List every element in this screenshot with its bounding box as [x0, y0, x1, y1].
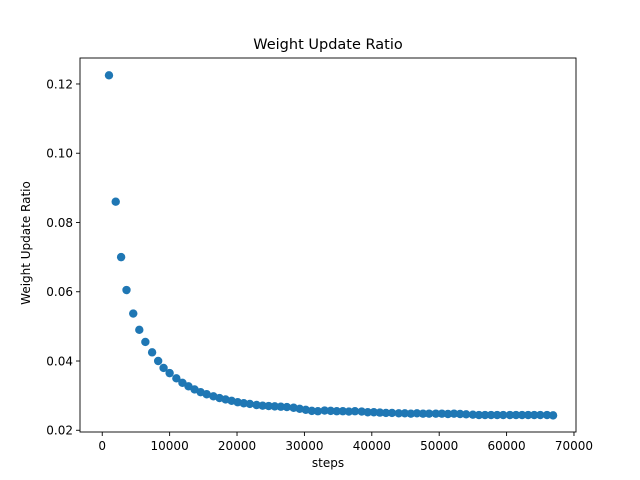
data-point: [424, 409, 434, 418]
plot-area: 0 10000 20000 30000 40000 50000 60000 70000 0.02…: [46, 57, 593, 453]
data-point: [252, 400, 261, 410]
data-point: [111, 197, 120, 206]
y-tick-label: 0.08: [46, 216, 73, 230]
data-point: [313, 407, 323, 416]
data-point: [129, 309, 138, 318]
data-point: [332, 407, 341, 416]
data-point: [172, 374, 181, 383]
data-point: [270, 402, 279, 411]
x-tick-label: 60000: [487, 439, 525, 453]
axes-frame: [79, 57, 577, 433]
data-point: [338, 407, 348, 416]
data-point: [363, 408, 372, 417]
chart-title: Weight Update Ratio: [253, 37, 403, 53]
data-point: [455, 409, 465, 419]
data-point: [326, 406, 335, 416]
data-point: [258, 401, 267, 410]
data-point: [147, 348, 157, 357]
data-point: [548, 411, 558, 420]
data-point: [499, 410, 508, 420]
y-tick-label: 0.10: [46, 147, 73, 161]
y-axis-label: Weight Update Ratio: [19, 181, 33, 305]
data-point: [307, 406, 317, 416]
data-point: [461, 410, 471, 419]
data-point: [418, 409, 428, 418]
data-point: [344, 407, 354, 416]
data-point: [412, 409, 422, 418]
x-tick-label: 30000: [285, 439, 323, 453]
x-tick-label: 50000: [420, 439, 458, 453]
data-point: [468, 410, 478, 419]
data-point: [375, 408, 385, 417]
data-point: [492, 410, 502, 420]
y-tick-label: 0.06: [46, 285, 73, 299]
data-point: [474, 410, 484, 420]
data-point: [202, 390, 211, 399]
data-point: [387, 408, 397, 418]
x-tick-label: 40000: [353, 439, 391, 453]
data-point: [480, 410, 490, 420]
data-point: [536, 410, 545, 420]
data-point: [165, 368, 174, 378]
data-point: [381, 408, 391, 418]
data-point: [357, 407, 366, 416]
data-point: [245, 399, 255, 409]
data-point: [369, 408, 379, 417]
data-point: [505, 410, 515, 420]
data-point: [104, 71, 114, 80]
x-tick-label: 70000: [555, 439, 593, 453]
y-tick-label: 0.04: [46, 354, 73, 368]
data-point: [350, 407, 360, 416]
data-point: [523, 410, 533, 420]
y-tick-label: 0.02: [46, 424, 73, 438]
data-point: [159, 363, 168, 373]
data-point: [400, 409, 410, 418]
data-point: [141, 337, 150, 347]
x-axis-label: steps: [312, 456, 344, 470]
data-point: [153, 356, 163, 366]
data-point: [264, 401, 273, 411]
data-point: [517, 410, 527, 420]
data-point: [122, 285, 131, 295]
data-point: [431, 409, 441, 418]
x-tick-label: 0: [98, 439, 106, 453]
data-point: [437, 409, 447, 418]
x-tick-label: 10000: [151, 439, 189, 453]
data-point: [511, 410, 521, 420]
data-point: [406, 409, 416, 418]
data-point: [320, 406, 329, 415]
data-point: [486, 410, 496, 420]
data-point: [449, 409, 459, 418]
data-point: [276, 402, 286, 411]
data-point: [394, 409, 403, 418]
data-point: [116, 252, 126, 262]
x-tick-label: 20000: [218, 439, 256, 453]
data-point: [443, 409, 453, 419]
y-tick-label: 0.12: [46, 77, 73, 91]
data-point: [530, 410, 539, 420]
data-point: [135, 325, 144, 335]
data-point: [239, 399, 248, 408]
data-point: [282, 402, 292, 412]
data-point: [542, 410, 552, 420]
